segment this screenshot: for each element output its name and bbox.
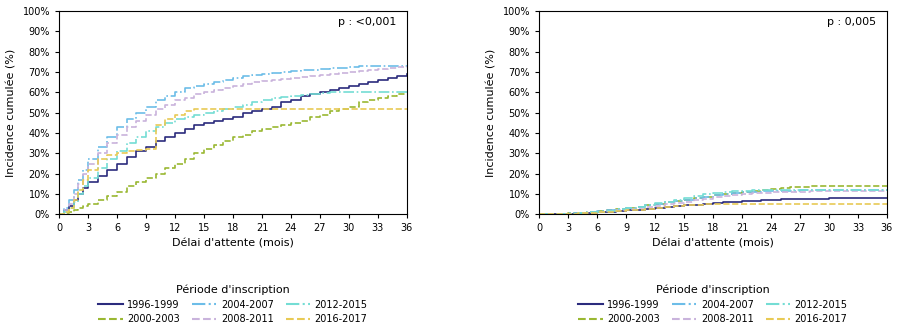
Text: p : 0,005: p : 0,005 xyxy=(827,17,877,27)
Legend: 1996-1999, 2000-2003, 2004-2007, 2008-2011, 2012-2015, 2016-2017: 1996-1999, 2000-2003, 2004-2007, 2008-20… xyxy=(574,280,851,328)
Legend: 1996-1999, 2000-2003, 2004-2007, 2008-2011, 2012-2015, 2016-2017: 1996-1999, 2000-2003, 2004-2007, 2008-20… xyxy=(94,280,372,328)
X-axis label: Délai d'attente (mois): Délai d'attente (mois) xyxy=(172,239,294,249)
Text: p : <0,001: p : <0,001 xyxy=(338,17,397,27)
X-axis label: Délai d'attente (mois): Délai d'attente (mois) xyxy=(652,239,774,249)
Y-axis label: Incidence cumulée (%): Incidence cumulée (%) xyxy=(487,49,497,177)
Y-axis label: Incidence cumulée (%): Incidence cumulée (%) xyxy=(7,49,17,177)
